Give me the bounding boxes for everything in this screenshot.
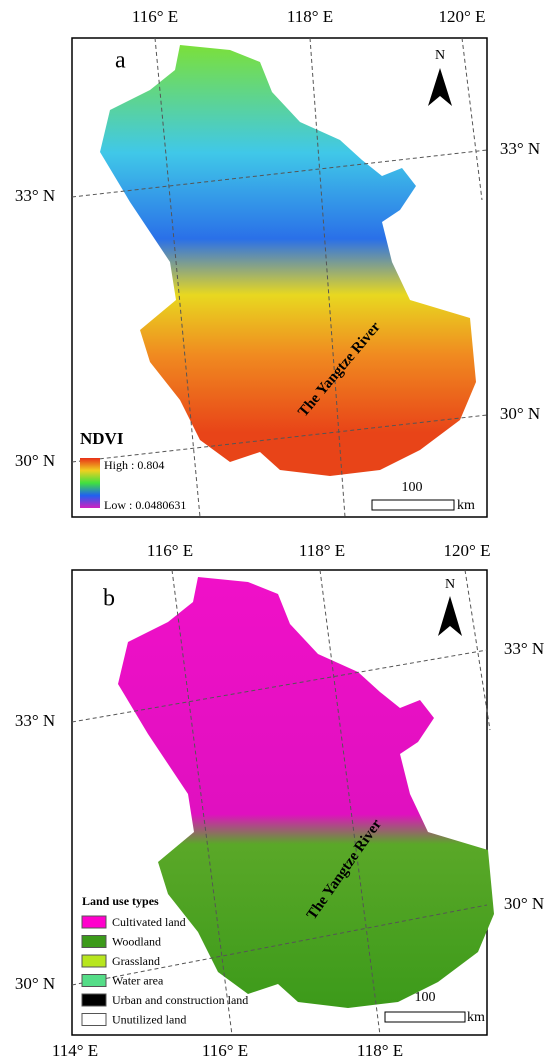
panel-b: b N 116° E 118° E 120° E 33° N 30° N 33°… [15, 541, 544, 1060]
legend-swatch [82, 955, 106, 967]
north-arrow [438, 596, 462, 636]
landuse-map [118, 577, 494, 1008]
left-label: 33° N [15, 186, 55, 205]
scale-unit: km [457, 498, 475, 513]
left-label: 30° N [15, 451, 55, 470]
legend-swatch [82, 1014, 106, 1026]
legend-swatch [82, 916, 106, 928]
right-label: 33° N [504, 639, 544, 658]
top-label: 120° E [444, 541, 491, 560]
legend-label: Cultivated land [112, 915, 186, 929]
bottom-label: 114° E [52, 1041, 98, 1060]
scale-bar [385, 1012, 465, 1022]
top-label: 116° E [132, 7, 178, 26]
top-label: 118° E [287, 7, 333, 26]
bottom-label: 118° E [357, 1041, 403, 1060]
left-label: 30° N [15, 974, 55, 993]
scale-bar [372, 500, 454, 510]
panel-a: a N 116° E 118° E 120° E 33° N 30° N 33°… [15, 7, 540, 517]
legend-title: Land use types [82, 894, 159, 908]
legend-swatch [82, 936, 106, 948]
legend-swatch [82, 975, 106, 987]
north-arrow [428, 68, 452, 106]
legend-high: High : 0.804 [104, 458, 164, 472]
legend-ramp [80, 458, 100, 508]
figure: a N 116° E 118° E 120° E 33° N 30° N 33°… [0, 0, 555, 1063]
north-label: N [445, 577, 455, 592]
north-label: N [435, 48, 445, 63]
left-label: 33° N [15, 711, 55, 730]
scale-distance: 100 [402, 480, 423, 495]
ndvi-map [100, 45, 476, 476]
legend-label: Water area [112, 973, 164, 987]
panel-label: a [115, 48, 126, 74]
scale-unit: km [467, 1010, 485, 1025]
top-label: 118° E [299, 541, 345, 560]
scale-distance: 100 [415, 990, 436, 1005]
legend-title: NDVI [80, 429, 124, 448]
legend-swatch [82, 994, 106, 1006]
legend-label: Grassland [112, 954, 160, 968]
right-label: 30° N [500, 404, 540, 423]
top-label: 120° E [439, 7, 486, 26]
legend-low: Low : 0.0480631 [104, 498, 186, 512]
legend-label: Unutilized land [112, 1012, 186, 1026]
top-label: 116° E [147, 541, 193, 560]
bottom-label: 116° E [202, 1041, 248, 1060]
right-label: 30° N [504, 894, 544, 913]
right-label: 33° N [500, 139, 540, 158]
legend-label: Urban and construction land [112, 993, 248, 1007]
panel-label: b [103, 586, 115, 612]
legend-label: Woodland [112, 934, 161, 948]
